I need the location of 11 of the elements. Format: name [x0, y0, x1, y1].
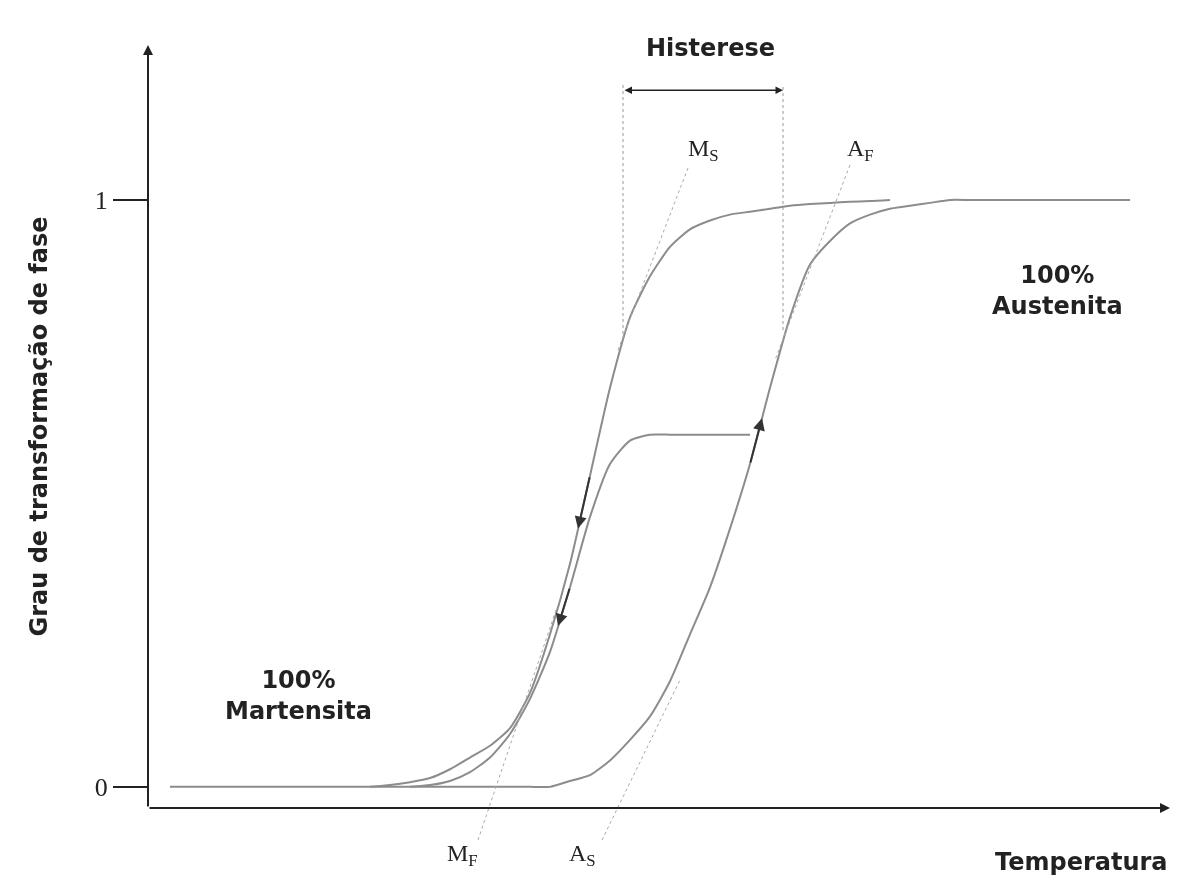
text: A$_{S}$ [569, 840, 596, 871]
y-tick-label: 1 [94, 186, 108, 216]
y-tick-label: 0 [94, 772, 108, 802]
annotation: Histerese [646, 34, 776, 62]
annotation: 100% Martensita [225, 666, 372, 726]
annotation: 100% Austenita [992, 261, 1123, 321]
x-axis-title: Temperatura [995, 848, 1168, 876]
annotation: A$_{F}$ [847, 135, 874, 166]
text: M$_{F}$ [447, 840, 478, 871]
y-axis-title: Grau de transformação de fase [24, 216, 53, 637]
annotation: M$_{S}$ [688, 135, 719, 166]
